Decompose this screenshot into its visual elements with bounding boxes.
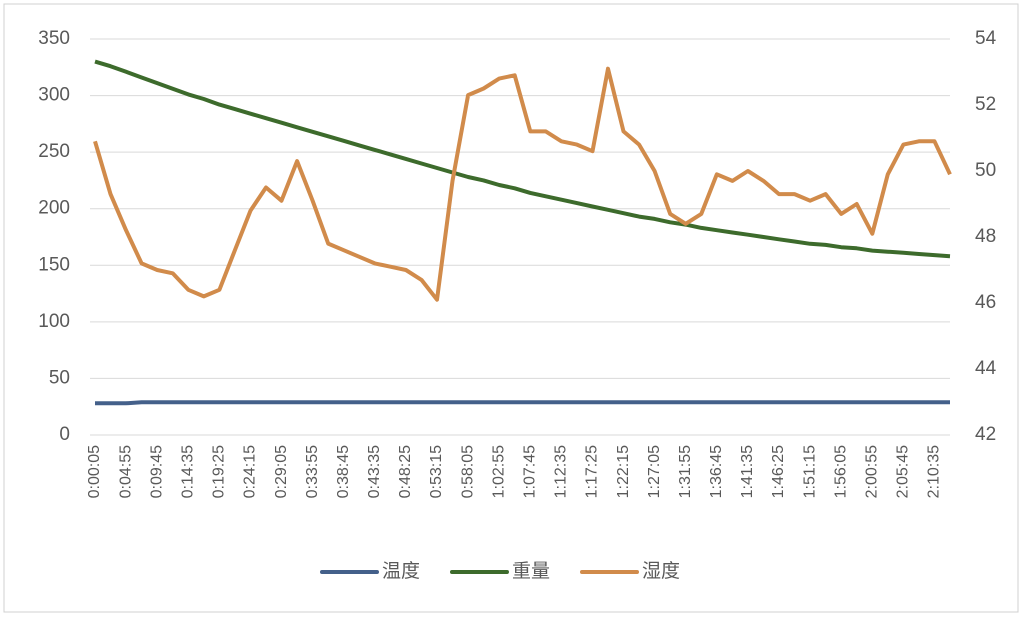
x-tick-label: 1:46:25 <box>770 445 787 498</box>
x-tick-label: 0:24:15 <box>242 445 259 498</box>
y-tick-label: 50 <box>49 367 70 388</box>
y-tick-label: 150 <box>38 254 70 275</box>
x-tick-label: 1:02:55 <box>490 445 507 498</box>
y2-tick-label: 54 <box>975 28 997 49</box>
x-tick-label: 1:27:05 <box>646 445 663 498</box>
x-tick-label: 1:36:45 <box>708 445 725 498</box>
x-tick-label: 0:38:45 <box>335 445 352 498</box>
x-tick-label: 0:48:25 <box>397 445 414 498</box>
x-tick-label: 1:56:05 <box>832 445 849 498</box>
x-tick-label: 0:14:35 <box>179 445 196 498</box>
y2-tick-label: 50 <box>975 160 996 181</box>
x-tick-label: 0:33:55 <box>304 445 321 498</box>
legend-label: 温度 <box>382 560 420 582</box>
x-tick-label: 1:22:15 <box>615 445 632 498</box>
x-tick-label: 2:00:55 <box>863 445 880 498</box>
legend-label: 湿度 <box>642 560 680 582</box>
x-tick-label: 0:00:05 <box>86 445 103 498</box>
y2-tick-label: 48 <box>975 226 996 247</box>
x-tick-label: 0:19:25 <box>211 445 228 498</box>
x-tick-label: 1:51:15 <box>801 445 818 498</box>
y-tick-label: 0 <box>59 424 70 445</box>
y-tick-label: 250 <box>38 141 70 162</box>
x-tick-label: 1:41:35 <box>739 445 756 498</box>
series-line <box>93 66 952 302</box>
x-tick-label: 1:07:45 <box>521 445 538 498</box>
legend-label: 重量 <box>512 560 550 582</box>
x-tick-label: 2:10:35 <box>926 445 943 498</box>
y2-tick-label: 42 <box>975 424 996 445</box>
x-tick-label: 2:05:45 <box>895 445 912 498</box>
x-tick-label: 1:12:35 <box>553 445 570 498</box>
y2-tick-label: 46 <box>975 292 996 313</box>
x-tick-label: 0:58:05 <box>459 445 476 498</box>
y-tick-label: 300 <box>38 85 70 106</box>
x-tick-label: 0:43:35 <box>366 445 383 498</box>
x-tick-label: 0:53:15 <box>428 445 445 498</box>
chart-frame <box>3 3 1019 613</box>
y-tick-label: 200 <box>38 198 70 219</box>
y2-tick-label: 44 <box>975 358 997 379</box>
y-tick-label: 350 <box>38 28 70 49</box>
x-tick-label: 1:31:55 <box>677 445 694 498</box>
y2-tick-label: 52 <box>975 94 996 115</box>
x-tick-label: 0:09:45 <box>148 445 165 498</box>
y-tick-label: 100 <box>38 311 70 332</box>
x-tick-label: 1:17:25 <box>584 445 601 498</box>
series-line <box>95 400 950 406</box>
x-tick-label: 0:04:55 <box>117 445 134 498</box>
x-tick-label: 0:29:05 <box>273 445 290 498</box>
series-line <box>94 59 951 259</box>
